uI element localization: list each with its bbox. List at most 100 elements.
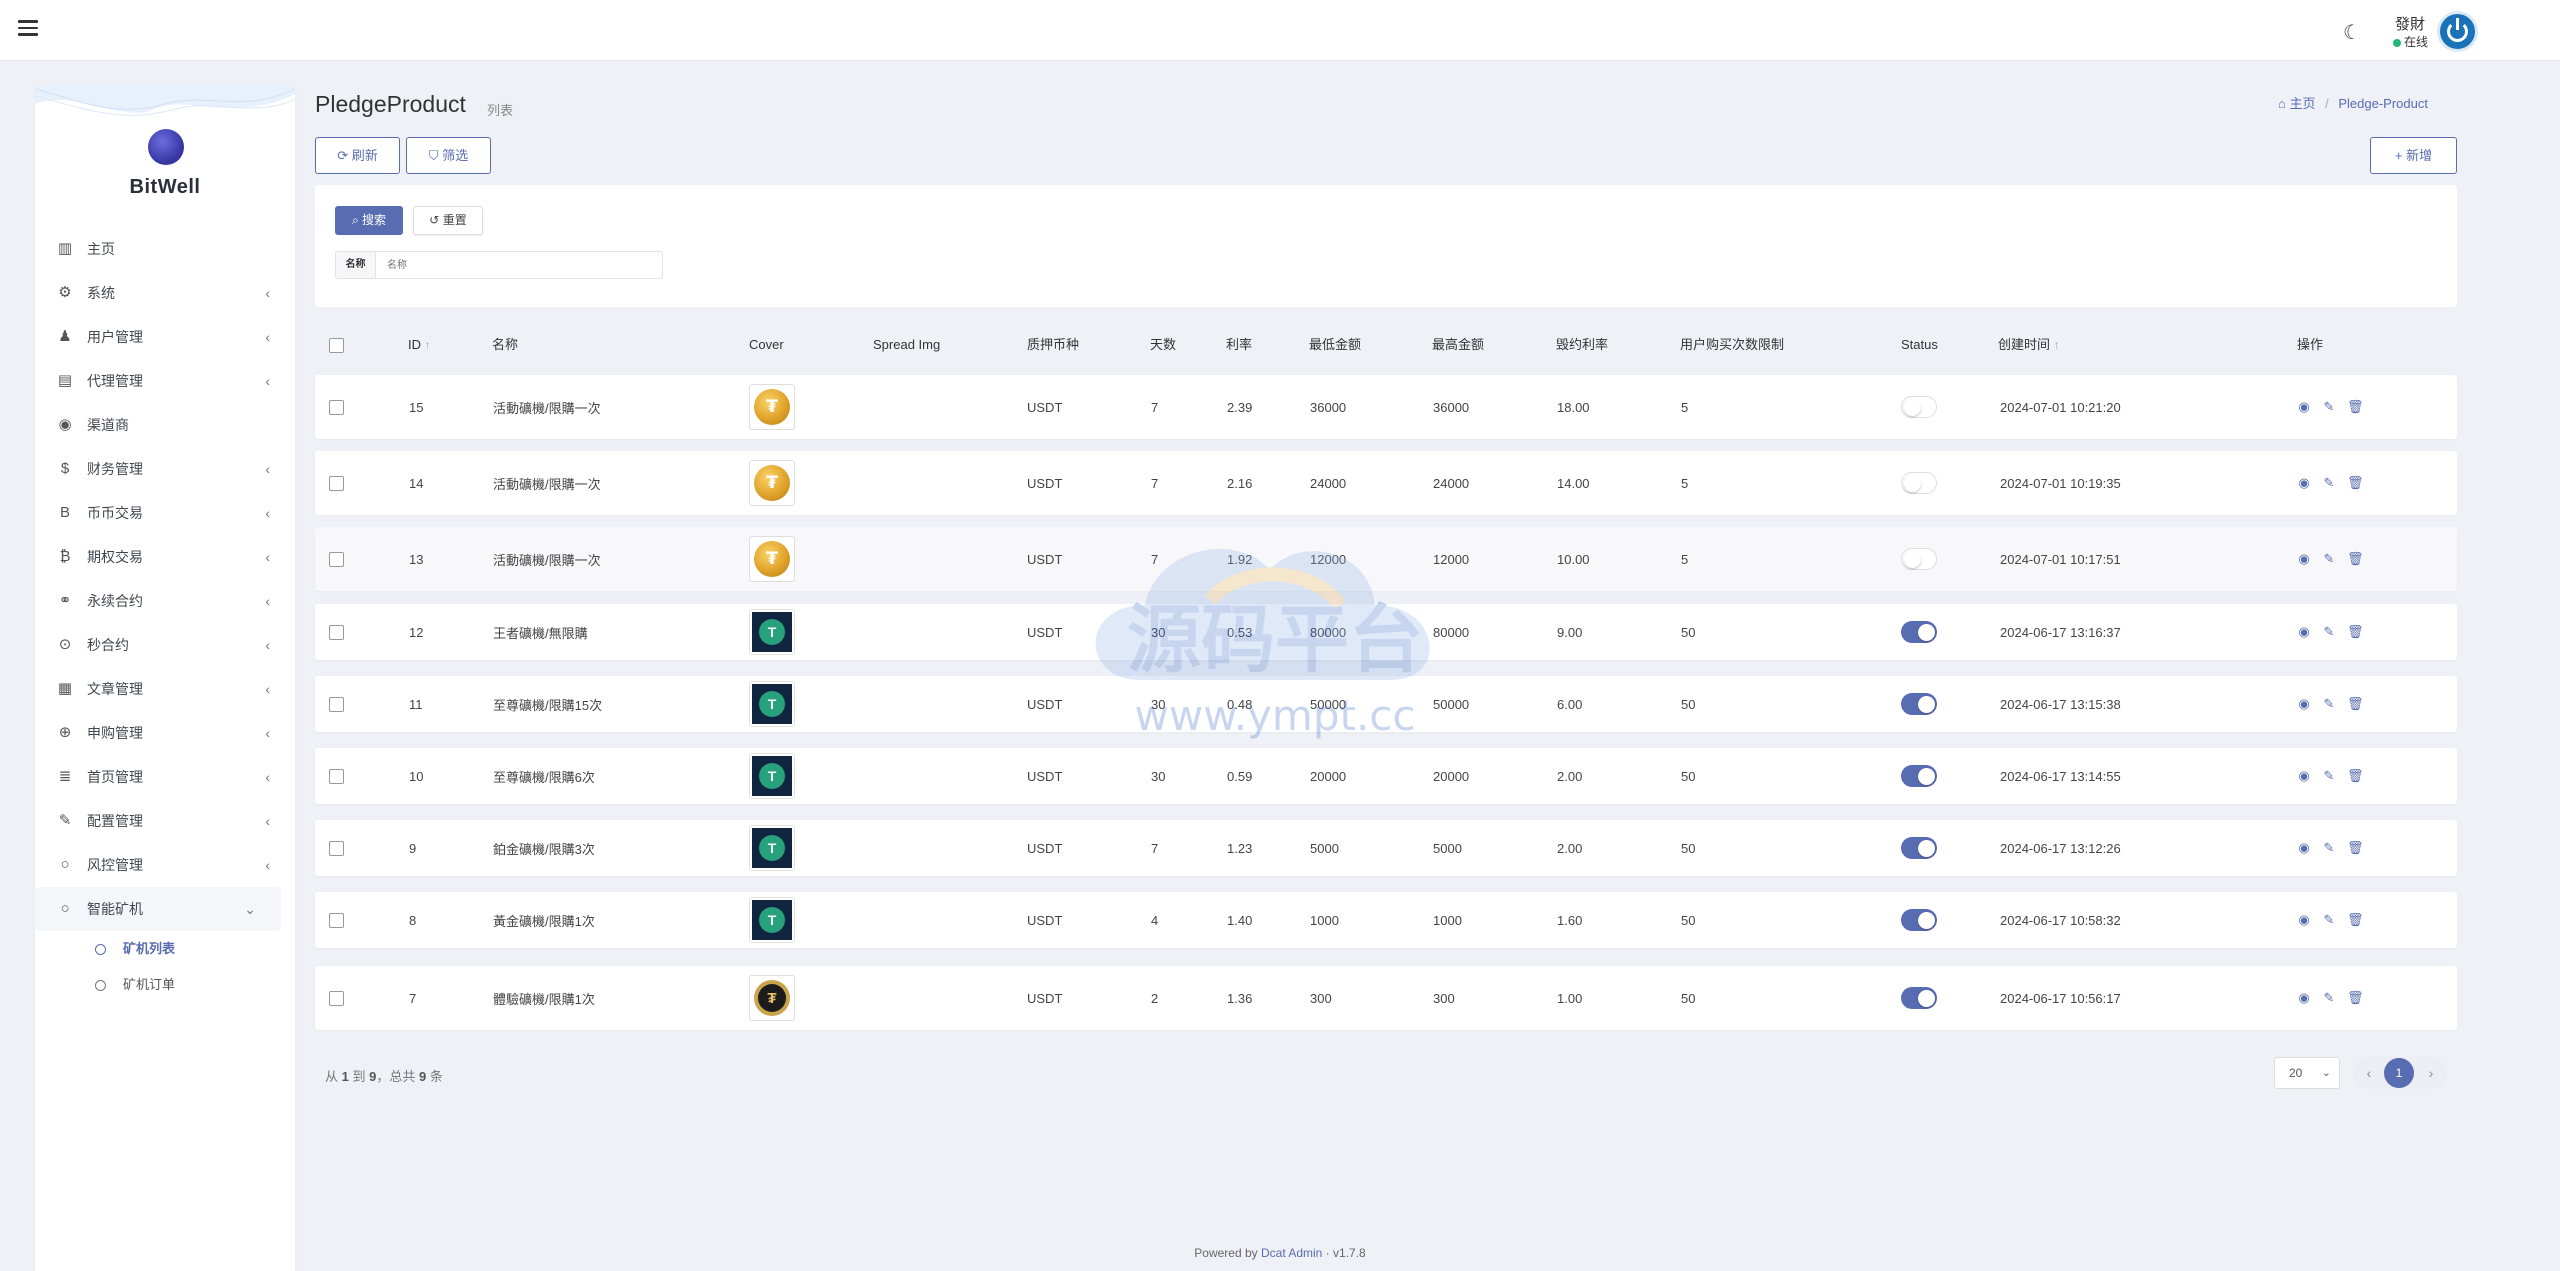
edit-pencil-icon[interactable]: ✎ [2323,912,2335,927]
dark-mode-moon-icon[interactable]: ☾ [2343,22,2361,44]
cover-image[interactable]: T [749,753,795,799]
row-checkbox[interactable] [329,527,344,591]
edit-pencil-icon[interactable]: ✎ [2323,768,2335,783]
column-id[interactable]: ID ↑ [408,337,431,352]
page-button-current[interactable]: 1 [2384,1058,2414,1088]
table-row[interactable]: 11 至尊礦機/限購15次 T USDT 30 0.48 50000 50000 6.00 50 2… [315,676,2457,732]
row-checkbox-box[interactable] [329,696,344,712]
status-toggle[interactable] [1901,837,1937,859]
delete-trash-icon[interactable]: 🗑 [2347,840,2364,855]
edit-pencil-icon[interactable]: ✎ [2323,696,2335,711]
delete-trash-icon[interactable]: 🗑 [2347,551,2364,566]
cover-image[interactable]: T [749,825,795,871]
row-checkbox-box[interactable] [329,990,344,1006]
delete-trash-icon[interactable]: 🗑 [2347,624,2364,639]
filter-button[interactable]: ⛉ 筛选 [406,137,491,174]
sidebar-item-9[interactable]: ⊙ 秒合约 ‹ [35,623,295,667]
cover-image[interactable]: T [749,897,795,943]
name-filter-input[interactable] [377,252,661,278]
sidebar-item-8[interactable]: ⚭ 永续合约 ‹ [35,579,295,623]
row-checkbox-box[interactable] [329,475,344,491]
row-checkbox-box[interactable] [329,399,344,415]
sidebar-item-15[interactable]: ○ 智能矿机 ⌄ [35,887,281,931]
view-eye-icon[interactable]: ◉ [2298,475,2310,490]
row-checkbox[interactable] [329,966,344,1030]
edit-pencil-icon[interactable]: ✎ [2323,475,2335,490]
edit-pencil-icon[interactable]: ✎ [2323,399,2335,414]
delete-trash-icon[interactable]: 🗑 [2347,696,2364,711]
row-checkbox[interactable] [329,375,344,439]
breadcrumb-home[interactable]: 主页 [2289,96,2316,111]
row-checkbox[interactable] [329,676,344,732]
delete-trash-icon[interactable]: 🗑 [2347,475,2364,490]
edit-pencil-icon[interactable]: ✎ [2323,840,2335,855]
reset-button[interactable]: ↺ 重置 [413,206,483,235]
edit-pencil-icon[interactable]: ✎ [2323,990,2335,1005]
new-button[interactable]: + 新增 [2370,137,2457,174]
table-row[interactable]: 9 鉑金礦機/限購3次 T USDT 7 1.23 5000 5000 2.00 50 2024-0… [315,820,2457,876]
delete-trash-icon[interactable]: 🗑 [2347,399,2364,414]
dcat-admin-link[interactable]: Dcat Admin [1260,1246,1323,1260]
next-page-button[interactable]: › [2428,1065,2434,1081]
status-toggle[interactable] [1901,396,1937,418]
row-checkbox[interactable] [329,604,344,660]
search-button[interactable]: ⌕ 搜索 [335,206,403,235]
sidebar-item-7[interactable]: ₿ 期权交易 ‹ [35,535,295,579]
sort-arrow-icon[interactable]: ↑ [424,338,431,352]
refresh-button[interactable]: ⟳ 刷新 [315,137,400,174]
sidebar-item-12[interactable]: ≣ 首页管理 ‹ [35,755,295,799]
table-row[interactable]: 13 活動礦機/限購一次 ₮ USDT 7 1.92 12000 12000 10.00 5 202… [315,527,2457,591]
status-toggle[interactable] [1901,548,1937,570]
sort-arrow-icon[interactable]: ↑ [2053,338,2060,352]
row-checkbox[interactable] [329,892,344,948]
view-eye-icon[interactable]: ◉ [2298,624,2310,639]
row-checkbox[interactable] [329,451,344,515]
cover-image[interactable]: ₮ [749,460,795,506]
sidebar-item-13[interactable]: ✎ 配置管理 ‹ [35,799,295,843]
column-created-at[interactable]: 创建时间 ↑ [1998,337,2060,352]
avatar[interactable] [2437,11,2478,52]
hamburger-menu-icon[interactable] [18,20,38,36]
table-row[interactable]: 12 王者礦機/無限購 T USDT 30 0.53 80000 80000 9.00 50 202… [315,604,2457,660]
row-checkbox-box[interactable] [329,551,344,567]
delete-trash-icon[interactable]: 🗑 [2347,912,2364,927]
cover-image[interactable]: ₮ [749,536,795,582]
view-eye-icon[interactable]: ◉ [2298,551,2310,566]
table-row[interactable]: 15 活動礦機/限購一次 ₮ USDT 7 2.39 36000 36000 18.00 5 202… [315,375,2457,439]
sidebar-item-6[interactable]: B 币币交易 ‹ [35,491,295,535]
cover-image[interactable]: ₮ [749,975,795,1021]
view-eye-icon[interactable]: ◉ [2298,990,2310,1005]
sidebar-item-3[interactable]: ▤ 代理管理 ‹ [35,359,295,403]
status-toggle[interactable] [1901,472,1937,494]
status-toggle[interactable] [1901,693,1937,715]
table-row[interactable]: 10 至尊礦機/限購6次 T USDT 30 0.59 20000 20000 2.00 50 20… [315,748,2457,804]
edit-pencil-icon[interactable]: ✎ [2323,624,2335,639]
sidebar-item-10[interactable]: ▦ 文章管理 ‹ [35,667,295,711]
cover-image[interactable]: ₮ [749,384,795,430]
row-checkbox[interactable] [329,820,344,876]
table-row[interactable]: 14 活動礦機/限購一次 ₮ USDT 7 2.16 24000 24000 14.00 5 202… [315,451,2457,515]
cover-image[interactable]: T [749,681,795,727]
user-name[interactable]: 發財 [2395,16,2426,33]
sidebar-item-5[interactable]: $ 财务管理 ‹ [35,447,295,491]
table-row[interactable]: 8 黃金礦機/限購1次 T USDT 4 1.40 1000 1000 1.60 50 2024-0… [315,892,2457,948]
cover-image[interactable]: T [749,609,795,655]
delete-trash-icon[interactable]: 🗑 [2347,990,2364,1005]
sidebar-item-4[interactable]: ◉ 渠道商 [35,403,295,447]
select-all-checkbox[interactable] [329,338,344,353]
status-toggle[interactable] [1901,765,1937,787]
sidebar-item-0[interactable]: ▥ 主页 [35,227,295,271]
sidebar-subitem-0[interactable]: 矿机列表 [35,931,295,967]
status-toggle[interactable] [1901,987,1937,1009]
sidebar-item-11[interactable]: ⊕ 申购管理 ‹ [35,711,295,755]
sidebar-subitem-1[interactable]: 矿机订单 [35,967,295,1003]
view-eye-icon[interactable]: ◉ [2298,399,2310,414]
row-checkbox-box[interactable] [329,840,344,856]
view-eye-icon[interactable]: ◉ [2298,840,2310,855]
status-toggle[interactable] [1901,621,1937,643]
row-checkbox[interactable] [329,748,344,804]
table-row[interactable]: 7 體驗礦機/限購1次 ₮ USDT 2 1.36 300 300 1.00 50 2024-06-… [315,966,2457,1030]
view-eye-icon[interactable]: ◉ [2298,768,2310,783]
view-eye-icon[interactable]: ◉ [2298,912,2310,927]
row-checkbox-box[interactable] [329,768,344,784]
